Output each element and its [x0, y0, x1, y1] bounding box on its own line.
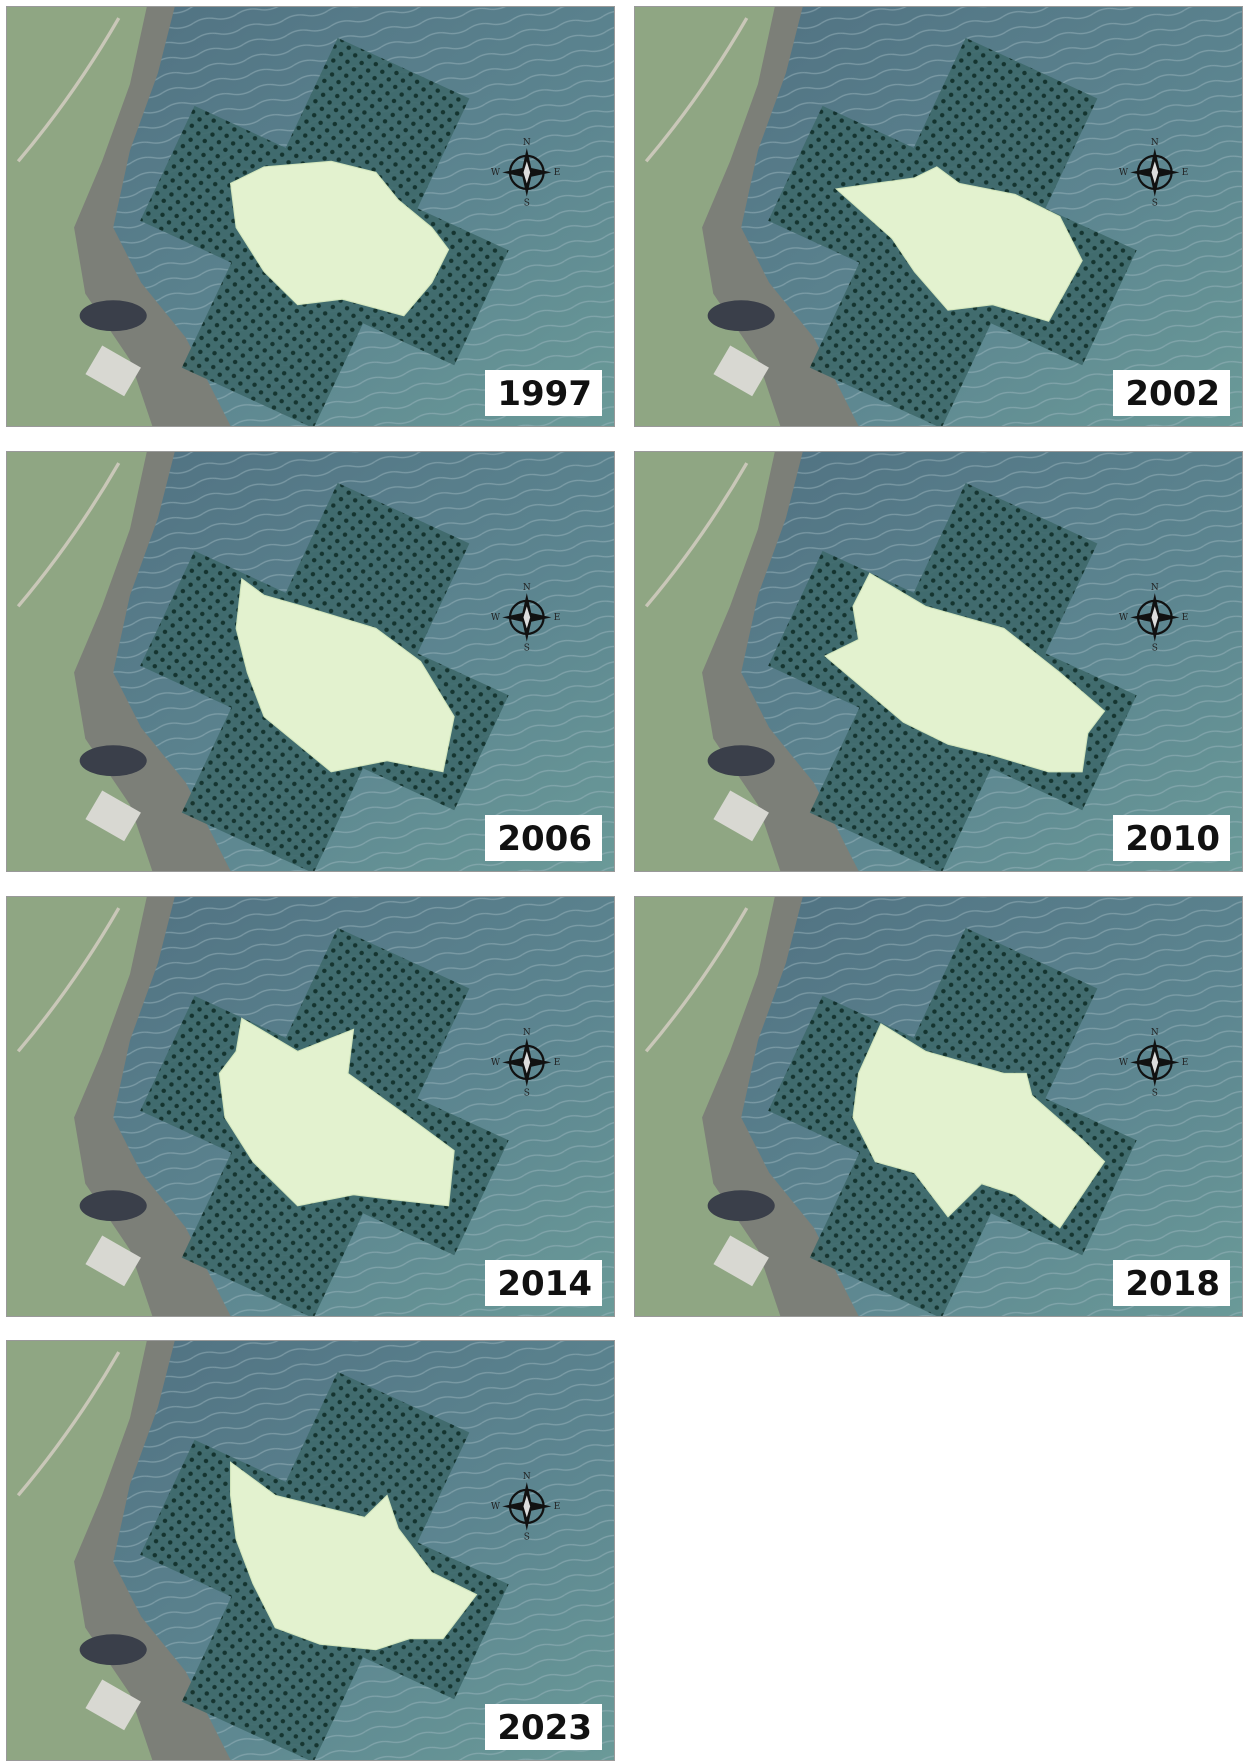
aerial-map: N S E W	[635, 452, 1242, 871]
land	[635, 897, 781, 1316]
year-label: 2006	[485, 815, 602, 861]
compass-label: E	[1182, 1058, 1189, 1068]
compass: N S E W	[491, 1028, 560, 1099]
map-panel: N S E W 2018	[634, 896, 1243, 1317]
compass-label: W	[1119, 1058, 1129, 1068]
map-panel: N S E W 2014	[6, 896, 615, 1317]
cliff-shadow	[707, 300, 775, 332]
map-panel: N S E W 1997	[6, 6, 615, 427]
compass-label: E	[1182, 613, 1189, 623]
building	[85, 345, 141, 397]
path	[16, 1351, 121, 1497]
seagrass-extent	[230, 1461, 478, 1651]
building	[85, 1679, 141, 1731]
aerial-map: N S E W	[7, 7, 614, 426]
cliff-shadow	[79, 1190, 147, 1222]
seagrass-extent	[229, 160, 450, 317]
land	[7, 7, 153, 426]
land	[635, 7, 781, 426]
compass: N S E W	[1119, 138, 1188, 209]
seagrass-extent	[218, 1017, 455, 1207]
compass-label: N	[1151, 1028, 1159, 1038]
building	[713, 1235, 769, 1287]
year-label: 2010	[1113, 815, 1230, 861]
compass-label: E	[554, 168, 561, 178]
year-label: 2018	[1113, 1260, 1230, 1306]
land	[7, 1341, 153, 1760]
compass-label: N	[523, 1472, 531, 1482]
compass: N S E W	[491, 583, 560, 654]
compass-label: W	[491, 168, 501, 178]
compass-label: S	[524, 1089, 530, 1099]
compass-label: N	[523, 1028, 531, 1038]
seagrass-extent	[235, 577, 455, 773]
map-panel: N S E W 2006	[6, 451, 615, 872]
compass-label: S	[524, 644, 530, 654]
land	[635, 452, 781, 871]
path	[644, 17, 749, 163]
compass-label: W	[491, 1058, 501, 1068]
building	[85, 1235, 141, 1287]
land	[7, 452, 153, 871]
year-label: 2023	[485, 1704, 602, 1750]
aerial-map: N S E W	[7, 1341, 614, 1760]
compass: N S E W	[1119, 1028, 1188, 1099]
path	[16, 907, 121, 1053]
compass-label: E	[554, 1502, 561, 1512]
compass-label: W	[491, 613, 501, 623]
compass-label: W	[1119, 613, 1129, 623]
compass-label: E	[554, 613, 561, 623]
building	[85, 790, 141, 842]
compass-label: S	[1152, 644, 1158, 654]
aerial-map: N S E W	[7, 452, 614, 871]
compass: N S E W	[1119, 583, 1188, 654]
path	[644, 462, 749, 608]
compass-label: S	[1152, 199, 1158, 209]
compass-label: N	[1151, 583, 1159, 593]
compass-label: W	[1119, 168, 1129, 178]
seagrass-extent	[824, 572, 1106, 773]
compass-label: E	[1182, 168, 1189, 178]
cliff-shadow	[707, 745, 775, 777]
aerial-map: N S E W	[635, 7, 1242, 426]
cliff-shadow	[707, 1190, 775, 1222]
path	[16, 17, 121, 163]
aerial-map: N S E W	[7, 897, 614, 1316]
compass-label: S	[1152, 1089, 1158, 1099]
compass-label: N	[523, 583, 531, 593]
map-panel: N S E W 2010	[634, 451, 1243, 872]
map-panel: N S E W 2002	[634, 6, 1243, 427]
compass: N S E W	[491, 1472, 560, 1543]
seagrass-extent	[834, 166, 1083, 322]
aerial-map: N S E W	[635, 897, 1242, 1316]
year-label: 2002	[1113, 370, 1230, 416]
path	[644, 907, 749, 1053]
building	[713, 345, 769, 397]
year-label: 1997	[485, 370, 602, 416]
building	[713, 790, 769, 842]
compass-label: N	[1151, 138, 1159, 148]
map-panel: N S E W 2023	[6, 1340, 615, 1761]
year-label: 2014	[485, 1260, 602, 1306]
cliff-shadow	[79, 745, 147, 777]
land	[7, 897, 153, 1316]
compass-label: N	[523, 138, 531, 148]
compass-label: E	[554, 1058, 561, 1068]
cliff-shadow	[79, 300, 147, 332]
cliff-shadow	[79, 1634, 147, 1666]
compass-label: S	[524, 1533, 530, 1543]
compass: N S E W	[491, 138, 560, 209]
compass-label: W	[491, 1502, 501, 1512]
compass-label: S	[524, 199, 530, 209]
seagrass-extent	[852, 1022, 1106, 1229]
path	[16, 462, 121, 608]
